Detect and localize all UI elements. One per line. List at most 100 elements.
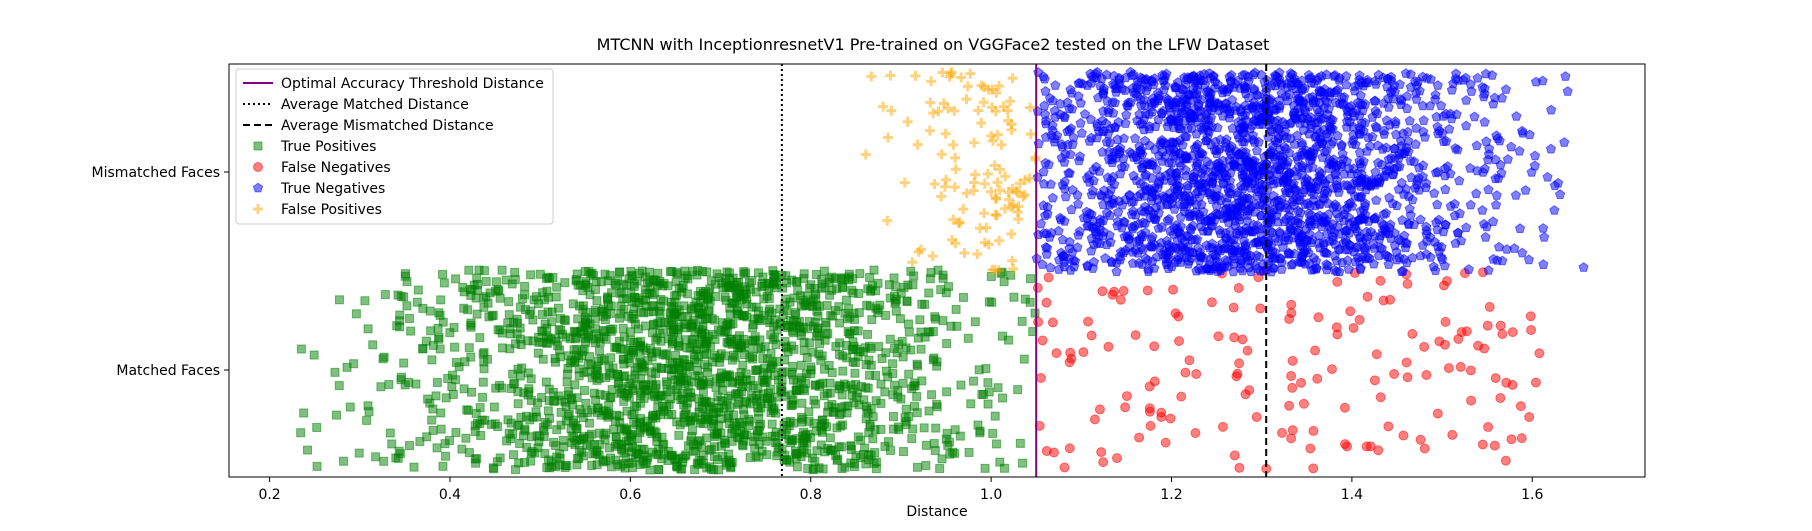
true-positives-point (515, 371, 525, 381)
true-negatives-point (1094, 214, 1106, 224)
true-positives-point (447, 382, 457, 392)
true-positives-point (538, 422, 548, 432)
true-negatives-point (1421, 248, 1432, 259)
true-positives-point (628, 463, 638, 473)
true-positives-point (687, 335, 697, 345)
false-negatives-point (1134, 432, 1145, 443)
true-negatives-point (1101, 239, 1112, 250)
true-negatives-point (1368, 238, 1379, 249)
true-positives-point (901, 404, 911, 414)
true-positives-point (904, 327, 914, 337)
true-positives-point (552, 282, 562, 292)
true-negatives-point (1439, 170, 1451, 181)
true-positives-point (652, 333, 662, 343)
true-negatives-point (1225, 75, 1237, 86)
true-positives-point (303, 445, 313, 455)
true-positives-point (951, 304, 961, 314)
y-tick-label: Matched Faces (116, 363, 220, 379)
true-negatives-point (1126, 70, 1137, 80)
false-negatives-point (1144, 381, 1155, 392)
true-negatives-point (1133, 235, 1145, 246)
false-positives-point (986, 130, 997, 141)
true-positives-point (617, 444, 627, 454)
true-positives-point (503, 318, 513, 328)
false-negatives-point (1477, 439, 1488, 450)
false-negatives-point (1237, 334, 1248, 345)
true-negatives-point (1493, 241, 1505, 252)
false-negatives-point (1373, 445, 1384, 456)
true-negatives-point (1405, 209, 1416, 220)
true-positives-point (334, 295, 344, 305)
true-negatives-point (1502, 153, 1513, 164)
false-positives-point (979, 208, 990, 219)
true-negatives-point (1172, 183, 1184, 194)
true-negatives-point (1181, 170, 1192, 181)
true-negatives-point (1404, 115, 1415, 126)
true-negatives-point (1135, 145, 1146, 156)
true-negatives-point (1478, 91, 1489, 102)
false-positives-point (1025, 129, 1036, 140)
true-positives-point (880, 387, 890, 397)
true-negatives-point (1235, 106, 1246, 116)
false-negatives-point (1032, 282, 1043, 293)
true-negatives-point (1490, 173, 1501, 184)
true-negatives-point (1086, 189, 1097, 200)
true-positives-point (692, 344, 702, 354)
true-negatives-point (1146, 195, 1157, 206)
true-positives-point (436, 424, 446, 434)
true-positives-point (488, 310, 498, 320)
true-positives-point (572, 424, 582, 434)
true-negatives-point (1079, 108, 1091, 119)
false-negatives-point (1096, 447, 1107, 458)
true-positives-point (702, 368, 712, 378)
true-negatives-point (1465, 162, 1476, 173)
true-positives-point (815, 339, 825, 349)
true-positives-point (659, 405, 669, 415)
false-negatives-point (1332, 329, 1343, 340)
true-negatives-point (1063, 167, 1074, 178)
chart-title: MTCNN with InceptionresnetV1 Pre-trained… (597, 35, 1270, 54)
true-negatives-point (1233, 148, 1244, 159)
true-positives-point (912, 391, 922, 401)
false-negatives-point (1206, 297, 1217, 308)
true-positives-point (659, 449, 669, 459)
true-negatives-point (1207, 220, 1218, 231)
true-positives-point (710, 452, 720, 462)
true-positives-point (466, 318, 476, 328)
true-negatives-point (1256, 113, 1267, 124)
true-negatives-point (1490, 199, 1502, 210)
true-positives-point (632, 401, 642, 411)
false-negatives-point (1419, 443, 1430, 454)
true-positives-point (434, 334, 444, 344)
true-positives-point (644, 307, 654, 317)
true-negatives-point (1149, 73, 1160, 83)
true-positives-point (924, 288, 934, 298)
true-negatives-point (1305, 112, 1317, 122)
true-positives-point (975, 428, 985, 438)
true-negatives-point (1086, 77, 1097, 88)
true-positives-point (604, 443, 614, 453)
true-positives-point (931, 423, 941, 433)
true-positives-point (436, 408, 446, 418)
true-negatives-point (1248, 115, 1259, 126)
true-positives-point (998, 393, 1008, 403)
false-negatives-point (1286, 370, 1297, 381)
true-negatives-point (1086, 132, 1097, 143)
true-positives-point (788, 375, 798, 385)
true-positives-point (632, 448, 642, 458)
true-negatives-point (1279, 235, 1290, 246)
true-positives-point (838, 283, 848, 293)
true-positives-point (764, 285, 774, 295)
true-negatives-point (1286, 259, 1297, 270)
true-positives-point (528, 336, 538, 346)
true-negatives-point (1182, 183, 1193, 193)
true-positives-point (526, 270, 536, 280)
true-negatives-point (1274, 226, 1285, 237)
true-negatives-point (1040, 115, 1052, 126)
true-negatives-point (1090, 68, 1101, 79)
true-negatives-point (1237, 265, 1248, 276)
true-negatives-point (1204, 87, 1215, 97)
true-negatives-point (1559, 137, 1570, 147)
true-positives-point (745, 453, 755, 463)
true-positives-point (942, 387, 952, 397)
